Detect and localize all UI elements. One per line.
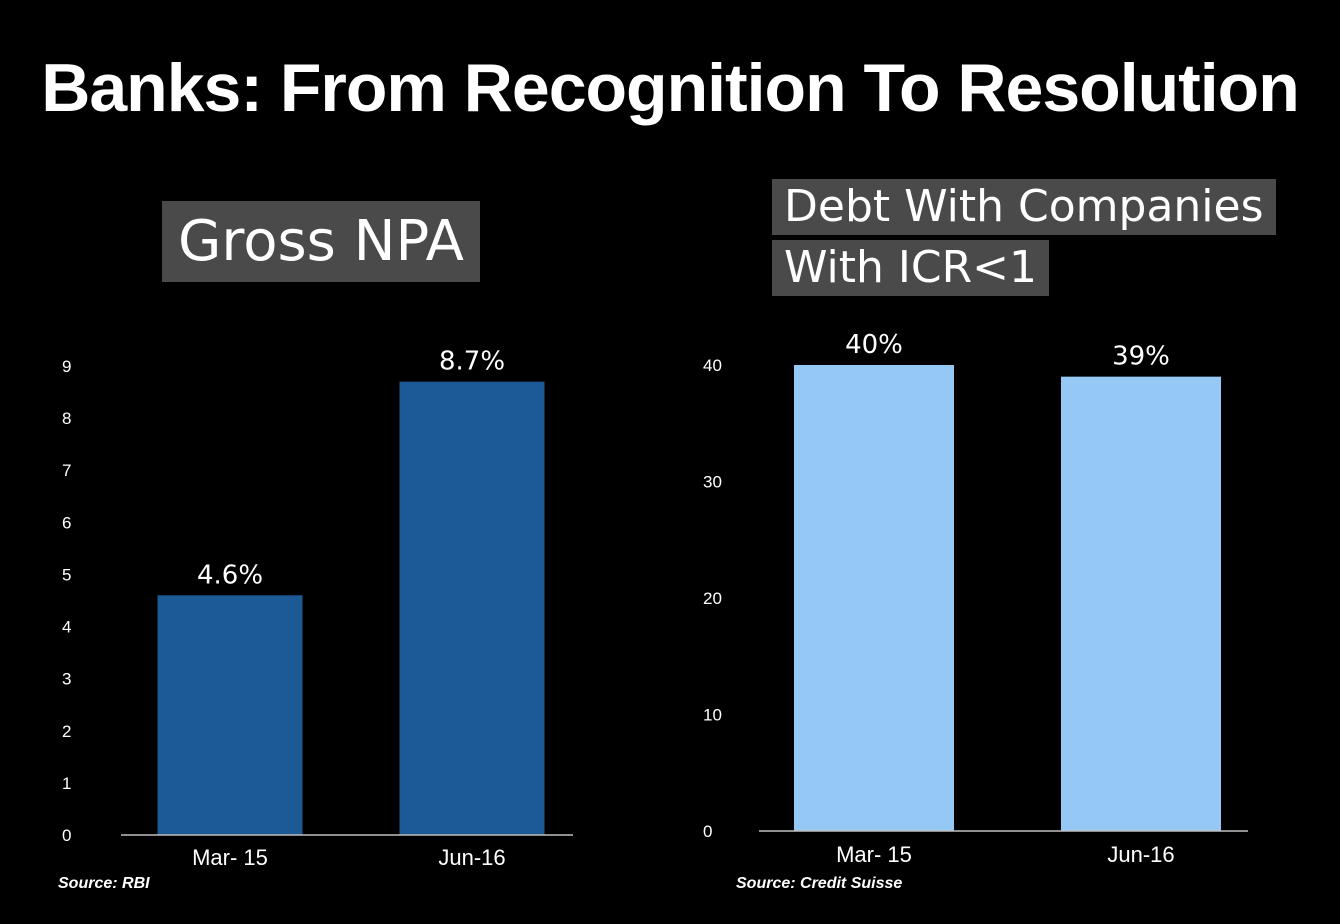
left-y-tick-label: 6 [62,513,71,532]
right-data-label-1: 40% [845,330,903,360]
left-bar-chart: 0 1 2 3 4 5 6 7 8 9 4.6% Mar- 15 8.7% Jun-16 [62,347,573,870]
right-category-label-1: Mar- 15 [836,842,912,867]
left-y-tick-label: 7 [62,461,71,480]
right-y-tick-label: 40 [703,356,722,375]
left-chart-title: Gross NPA [162,201,480,282]
right-chart-title-line-2: With ICR<1 [772,240,1050,296]
right-chart-title-line-1: Debt With Companies [772,179,1276,235]
left-y-tick-label: 5 [62,565,71,584]
left-y-tick-label: 1 [62,774,71,793]
left-y-tick-label: 2 [62,722,71,741]
left-category-label-1: Mar- 15 [192,845,268,870]
right-bar-1 [794,365,954,831]
left-bar-2 [399,381,545,835]
right-category-label-2: Jun-16 [1107,842,1174,867]
right-bar-2 [1061,376,1221,831]
left-data-label-1: 4.6% [197,560,263,590]
right-source-note: Source: Credit Suisse [736,875,903,892]
left-category-label-2: Jun-16 [438,845,505,870]
right-y-tick-label: 30 [703,473,722,492]
right-bar-chart: 0 10 20 30 40 40% Mar- 15 39% Jun-16 [703,330,1248,867]
left-data-label-2: 8.7% [439,347,505,377]
right-y-tick-label: 20 [703,589,722,608]
left-y-tick-label: 4 [62,618,71,637]
left-bar-1 [157,595,303,835]
right-data-label-2: 39% [1112,342,1170,372]
left-y-tick-label: 3 [62,670,71,689]
left-source-note: Source: RBI [58,875,150,892]
left-y-tick-label: 0 [62,826,71,845]
left-y-tick-label: 9 [62,357,71,376]
page-title: Banks: From Recognition To Resolution [41,50,1300,126]
left-y-tick-label: 8 [62,409,71,428]
right-y-tick-label: 10 [703,706,722,725]
right-y-tick-label: 0 [703,822,712,841]
